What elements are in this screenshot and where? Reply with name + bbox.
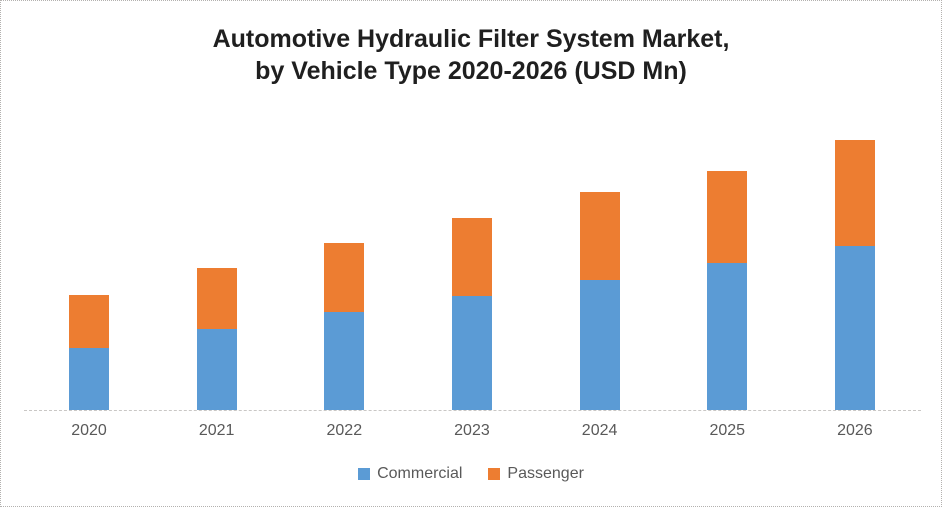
bar-segment-commercial-2021 — [196, 329, 237, 410]
bar-segment-commercial-2024 — [579, 280, 620, 410]
legend: Commercial Passenger — [1, 465, 941, 483]
x-axis-label-2026: 2026 — [837, 422, 873, 439]
chart-title-line2: by Vehicle Type 2020-2026 (USD Mn) — [255, 57, 687, 85]
bar-group-2022 — [324, 101, 365, 410]
bar-segment-passenger-2024 — [579, 191, 620, 281]
bar-group-2023 — [451, 101, 492, 410]
bar-group-2020 — [69, 101, 109, 410]
legend-label-commercial: Commercial — [377, 465, 463, 482]
chart-title: Automotive Hydraulic Filter System Marke… — [1, 23, 941, 87]
bar-segment-commercial-2022 — [324, 312, 365, 410]
legend-item-passenger: Passenger — [488, 465, 584, 483]
bar-group-2024 — [579, 101, 620, 410]
legend-label-passenger: Passenger — [507, 465, 584, 482]
bar-group-2026 — [834, 101, 875, 410]
x-axis-label-2020: 2020 — [71, 422, 107, 439]
bar-segment-commercial-2026 — [834, 245, 875, 410]
bar-segment-passenger-2026 — [834, 139, 875, 246]
bar-segment-commercial-2025 — [707, 263, 748, 410]
bar-segment-passenger-2021 — [196, 268, 237, 330]
x-axis-label-2022: 2022 — [326, 422, 363, 439]
plot-area — [1, 101, 941, 410]
bar-segment-passenger-2025 — [707, 170, 748, 264]
bar-segment-passenger-2022 — [324, 242, 365, 313]
bar-segment-passenger-2020 — [69, 295, 109, 349]
bar-segment-passenger-2023 — [451, 217, 492, 297]
legend-item-commercial: Commercial — [358, 465, 462, 483]
x-axis-label-2024: 2024 — [581, 422, 618, 439]
bar-group-2021 — [196, 101, 237, 410]
bar-segment-commercial-2023 — [451, 296, 492, 410]
x-axis-label-2021: 2021 — [198, 422, 235, 439]
bar-group-2025 — [707, 101, 748, 410]
passenger-swatch-icon — [488, 468, 501, 480]
x-axis-line — [24, 410, 921, 411]
bar-segment-commercial-2020 — [69, 348, 109, 410]
x-axis-label-2023: 2023 — [454, 422, 490, 439]
chart-title-line1: Automotive Hydraulic Filter System Marke… — [212, 25, 730, 53]
x-axis-label-2025: 2025 — [709, 422, 746, 439]
commercial-swatch-icon — [358, 468, 371, 480]
